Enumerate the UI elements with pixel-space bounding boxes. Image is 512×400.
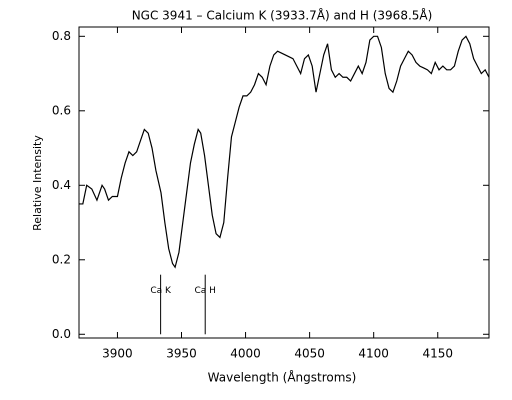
x-tick-label: 4000 [230,347,261,361]
annotation-label: Ca H [194,286,215,296]
y-axis-label: Relative Intensity [31,135,44,231]
y-tick-label: 0.4 [52,178,71,192]
x-tick-label: 3900 [102,347,133,361]
x-tick-label: 4100 [358,347,389,361]
y-tick-label: 0.8 [52,29,71,43]
x-tick-label: 3950 [166,347,197,361]
chart-title: NGC 3941 – Calcium K (3933.7Å) and H (39… [132,8,433,23]
x-tick-label: 4050 [294,347,325,361]
y-tick-label: 0.0 [52,327,71,341]
x-tick-label: 4150 [422,347,453,361]
plot-frame [78,26,490,339]
spectrum-line [79,35,490,269]
x-axis-label: Wavelength (Ångstroms) [208,370,357,385]
y-tick-label: 0.6 [52,103,71,117]
y-tick-label: 0.2 [52,252,71,266]
annotation-label: Ca K [150,286,172,296]
